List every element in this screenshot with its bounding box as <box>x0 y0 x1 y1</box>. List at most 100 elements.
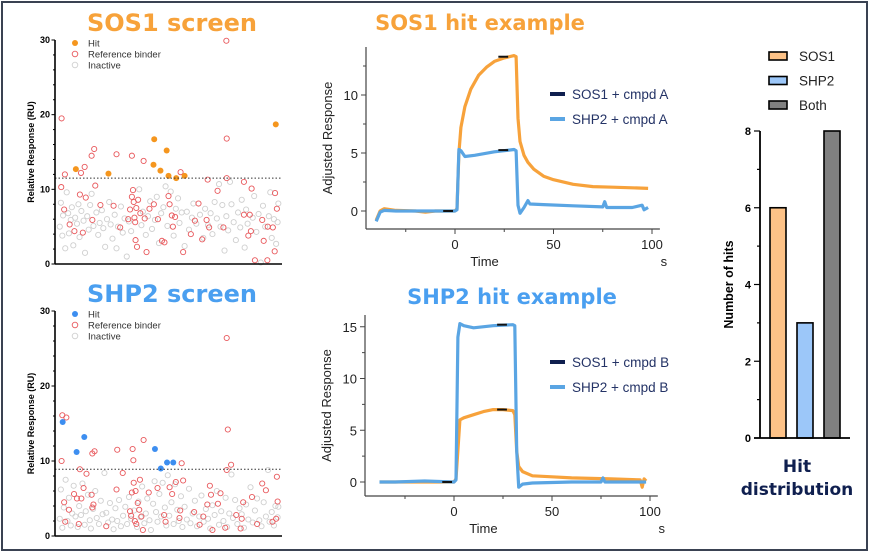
reference-binder-point <box>128 512 135 519</box>
legend-label: Hit <box>88 310 100 321</box>
y-tick-label: 10 <box>344 88 358 103</box>
reference-binder-point <box>58 184 65 191</box>
inactive-point <box>274 514 281 521</box>
inactive-point <box>253 228 260 235</box>
reference-binder-point <box>150 201 157 208</box>
inactive-point <box>259 202 267 209</box>
reference-binder-point <box>199 236 206 243</box>
y-axis-label: Adjusted Response <box>319 349 334 462</box>
reference-binder-point <box>133 243 141 250</box>
reference-binder-point <box>214 500 221 507</box>
inactive-point <box>150 500 157 507</box>
reference-binder-point <box>245 232 252 239</box>
inactive-point <box>65 230 72 237</box>
hit-point <box>170 459 177 466</box>
inactive-point <box>183 208 190 215</box>
reference-binder-point <box>137 210 144 217</box>
inactive-point <box>77 511 85 519</box>
reference-binder-point <box>214 187 221 194</box>
reference-binder-point <box>217 490 224 497</box>
inactive-point <box>63 189 70 196</box>
inactive-point <box>196 513 203 520</box>
inactive-point <box>78 207 85 215</box>
inactive-point <box>148 225 156 232</box>
hit-point <box>157 465 164 472</box>
legend-marker <box>72 40 78 46</box>
inactive-point <box>59 524 66 531</box>
reference-binder-point <box>254 520 261 528</box>
y-tick-label: 6 <box>745 203 751 215</box>
reference-binder-point <box>176 514 183 522</box>
reference-binder-point <box>248 185 255 192</box>
inactive-point <box>110 526 117 533</box>
inactive-point <box>175 517 182 525</box>
y-axis-label: Relative Response (RU) <box>26 101 36 203</box>
inactive-point <box>241 244 248 251</box>
reference-binder-point <box>63 414 70 421</box>
reference-binder-point <box>82 194 89 201</box>
reference-binder-point <box>61 499 68 506</box>
reference-binder-point <box>114 446 121 453</box>
inactive-point <box>142 231 149 238</box>
sos1-sensorgram-line <box>379 408 648 489</box>
inactive-point <box>226 178 234 185</box>
inactive-point <box>81 249 89 256</box>
inactive-point <box>82 508 89 515</box>
legend-label: Reference binder <box>88 321 161 332</box>
legend-label: SOS1 + cmpd A <box>572 87 668 102</box>
reference-binder-point <box>131 214 138 221</box>
inactive-point <box>102 243 109 250</box>
x-tick-label: 100 <box>639 504 661 519</box>
y-tick-label: 4 <box>745 280 752 292</box>
reference-binder-point <box>62 518 69 525</box>
x-tick-label: 100 <box>641 237 663 252</box>
shp2-sensorgram-line <box>379 322 647 489</box>
reference-binder-point <box>130 457 137 464</box>
chart-title: SOS1 screen <box>87 9 257 37</box>
y-tick-label: 0 <box>351 204 358 219</box>
inactive-point <box>170 232 177 239</box>
inactive-point <box>164 472 171 479</box>
reference-binder-point <box>132 237 139 244</box>
bar-shp2 <box>796 322 814 439</box>
reference-binder-point <box>259 480 266 487</box>
inactive-point <box>125 493 133 501</box>
inactive-point <box>122 503 129 510</box>
reference-binder-point <box>223 37 230 44</box>
inactive-point <box>128 228 135 235</box>
reference-binder-point <box>80 484 87 492</box>
inactive-point <box>240 524 247 531</box>
reference-binder-point <box>71 228 78 235</box>
reference-binder-point <box>187 231 194 238</box>
inactive-point <box>72 214 79 221</box>
reference-binder-point <box>161 239 168 246</box>
reference-binder-point <box>128 489 135 496</box>
y-tick-label: 10 <box>343 372 357 387</box>
inactive-point <box>225 227 232 234</box>
y-tick-label: 10 <box>40 456 50 466</box>
inactive-point <box>204 515 212 522</box>
inactive-point <box>161 504 168 511</box>
inactive-point <box>209 231 216 238</box>
reference-binder-point <box>113 486 120 493</box>
inactive-point <box>243 206 250 213</box>
inactive-point <box>136 186 143 193</box>
reference-binder-point <box>141 215 148 222</box>
chart-title: SHP2 hit example <box>407 285 617 309</box>
inactive-point <box>190 200 197 207</box>
x-tick-label: 50 <box>545 504 559 519</box>
reference-binder-point <box>259 216 266 223</box>
inactive-point <box>215 181 223 188</box>
reference-binder-point <box>269 224 276 231</box>
shp2-screen-chart: SHP2 screen 0 10 20 30 Relative Response (RU)… <box>26 280 282 541</box>
inactive-point <box>56 515 63 522</box>
chart-title: SOS1 hit example <box>375 11 585 35</box>
y-tick-label: 2 <box>745 356 751 368</box>
inactive-point <box>70 482 77 489</box>
x-axis-label: Time <box>470 254 498 269</box>
reference-binder-point <box>89 450 96 457</box>
inactive-point <box>153 193 160 200</box>
inactive-point <box>168 499 175 506</box>
reference-binder-point <box>140 436 147 444</box>
reference-binder-point <box>88 491 95 498</box>
